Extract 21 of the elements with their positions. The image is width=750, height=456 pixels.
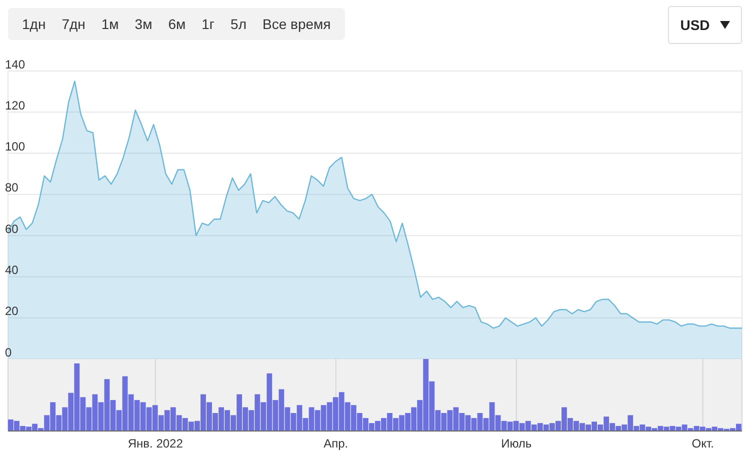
- text: 6м: [167, 15, 187, 34]
- text: 1м: [100, 15, 120, 34]
- y-tick-label: 140: [5, 57, 26, 72]
- y-tick-label: 120: [5, 98, 26, 112]
- x-tick-label: Июль: [501, 436, 532, 451]
- text: 7дн: [60, 15, 86, 34]
- y-tick-label: 80: [5, 180, 19, 195]
- y-tick-label: 20: [5, 304, 19, 318]
- x-tick-label: Окт.: [692, 436, 714, 451]
- x-tick-label: Апр.: [324, 436, 348, 451]
- text: 1г: [200, 15, 216, 34]
- y-tick-label: 40: [5, 262, 19, 277]
- y-tick-label: 60: [5, 222, 19, 236]
- text: 5л: [230, 15, 248, 34]
- x-tick-label: Янв. 2022: [128, 436, 184, 451]
- text: 3м: [134, 15, 154, 34]
- text: Все время: [262, 15, 332, 34]
- y-tick-label: 100: [5, 140, 26, 154]
- y-tick-label: 0: [5, 345, 12, 360]
- text: 1дн: [21, 15, 47, 34]
- text: USD: [680, 17, 710, 33]
